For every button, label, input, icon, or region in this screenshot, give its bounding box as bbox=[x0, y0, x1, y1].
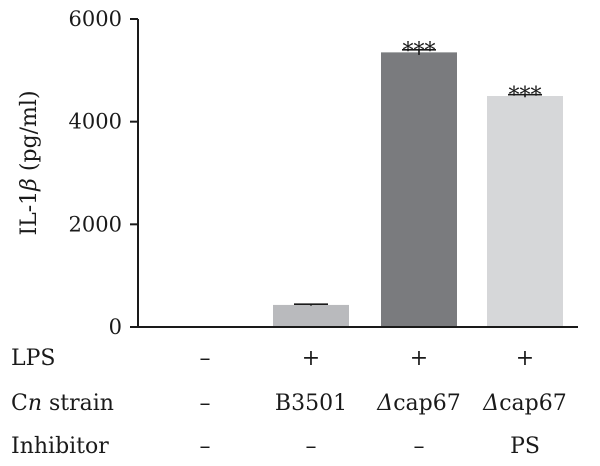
bar-2 bbox=[273, 304, 349, 327]
bars-group bbox=[273, 52, 563, 327]
y-tick-label: 2000 bbox=[69, 212, 122, 236]
condition-label-inhibitor: Inhibitor bbox=[11, 434, 109, 459]
bar-3 bbox=[381, 52, 457, 327]
error-bar-3 bbox=[402, 48, 436, 55]
y-tick-label: 4000 bbox=[69, 110, 122, 134]
condition-label-lps: LPS bbox=[11, 346, 55, 371]
condition-value: B3501 bbox=[275, 391, 347, 416]
y-axis-label-prefix: IL-1 bbox=[17, 191, 42, 236]
condition-value: – bbox=[414, 434, 425, 459]
error-bars-group bbox=[294, 48, 542, 306]
y-tick-label: 0 bbox=[109, 315, 122, 339]
y-axis-label-beta: β bbox=[17, 178, 42, 192]
condition-value: – bbox=[200, 434, 211, 459]
condition-label-strain-n: n bbox=[28, 391, 42, 416]
y-axis-ticks: 0 2000 4000 6000 bbox=[69, 7, 138, 339]
significance-group: *** *** bbox=[403, 39, 542, 109]
condition-label-strain: Cn strain bbox=[11, 391, 114, 416]
condition-value: + bbox=[410, 346, 428, 371]
condition-value: – bbox=[200, 391, 211, 416]
significance-marker-4: *** bbox=[509, 84, 542, 109]
condition-value: – bbox=[200, 346, 211, 371]
error-bar-2 bbox=[294, 303, 328, 306]
condition-value: – bbox=[306, 434, 317, 459]
y-axis-label: IL-1β (pg/ml) bbox=[17, 90, 42, 235]
bar-4 bbox=[487, 96, 563, 327]
condition-value: PS bbox=[510, 434, 540, 459]
significance-marker-3: *** bbox=[403, 39, 436, 64]
condition-label-strain-c: C bbox=[11, 391, 28, 416]
y-axis-label-unit: (pg/ml) bbox=[17, 90, 42, 178]
condition-value: + bbox=[516, 346, 534, 371]
condition-value: Δcap67 bbox=[376, 391, 460, 416]
error-bar-4 bbox=[508, 93, 542, 98]
condition-label-strain-rest: strain bbox=[42, 391, 114, 416]
condition-value: Δcap67 bbox=[482, 391, 566, 416]
condition-values-group: – + + + – B3501 Δcap67 Δcap67 – – – PS bbox=[200, 346, 567, 459]
y-tick-label: 6000 bbox=[69, 7, 122, 31]
condition-value: + bbox=[302, 346, 320, 371]
